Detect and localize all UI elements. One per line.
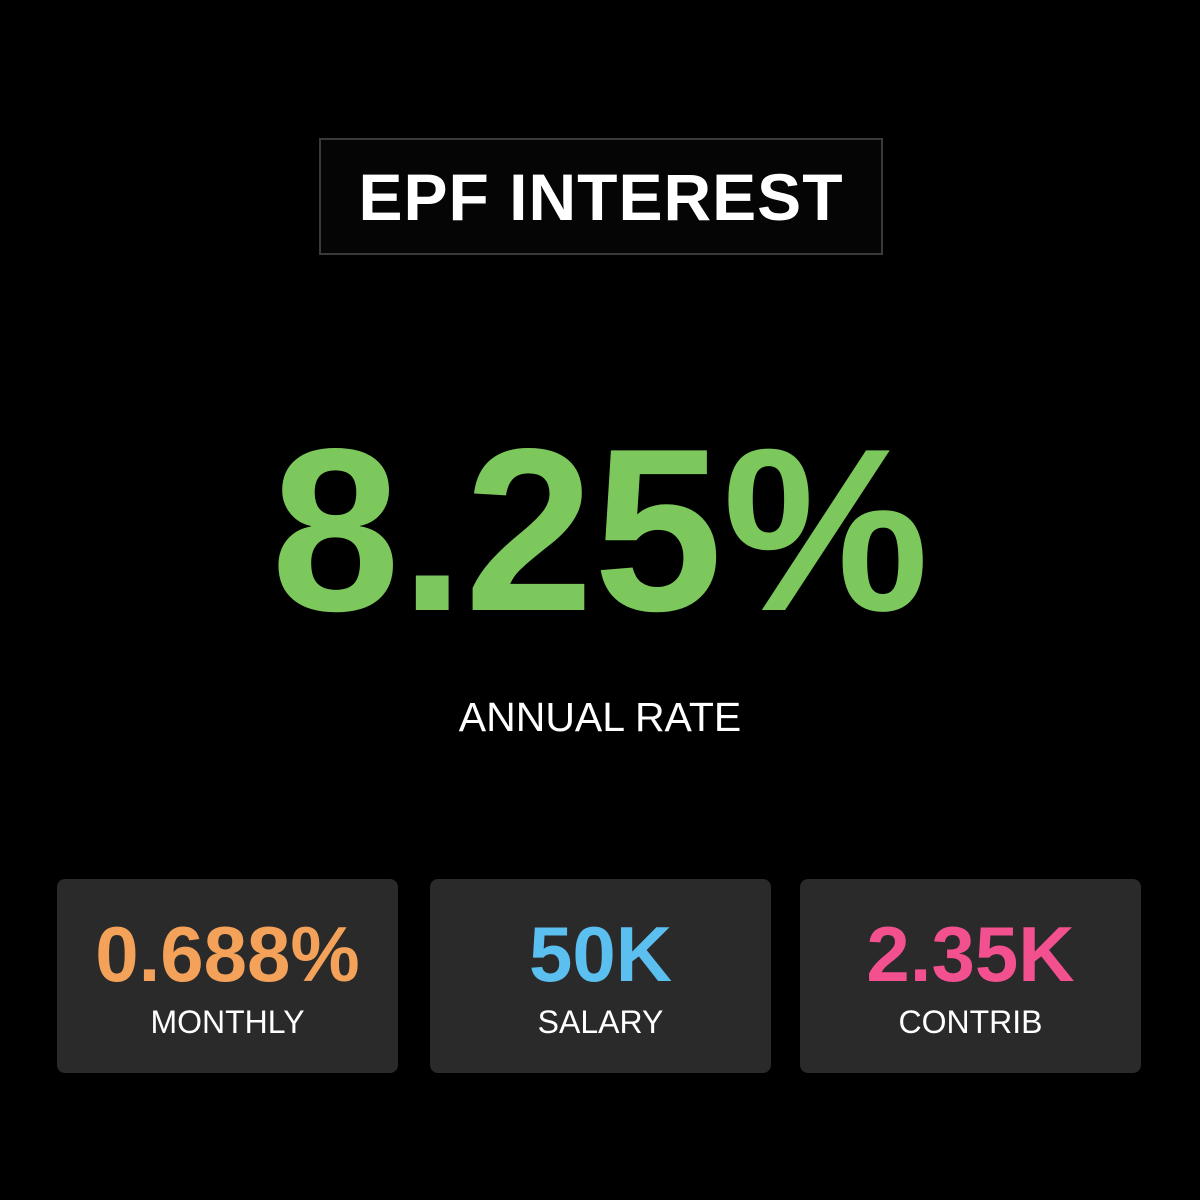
- main-value: 8.25%: [271, 401, 929, 660]
- card-label: CONTRIB: [898, 1004, 1043, 1040]
- stat-card: 0.688% MONTHLY: [57, 879, 398, 1073]
- card-value: 2.35K: [866, 910, 1075, 998]
- card-label: MONTHLY: [150, 1004, 305, 1040]
- main-label: ANNUAL RATE: [458, 694, 742, 740]
- stat-card: 50K SALARY: [430, 879, 771, 1073]
- title: EPF INTEREST: [358, 159, 844, 234]
- card-label: SALARY: [537, 1004, 664, 1040]
- title-box: EPF INTEREST: [319, 138, 883, 255]
- stat-card: 2.35K CONTRIB: [800, 879, 1141, 1073]
- card-value: 0.688%: [95, 910, 360, 998]
- card-value: 50K: [528, 910, 673, 998]
